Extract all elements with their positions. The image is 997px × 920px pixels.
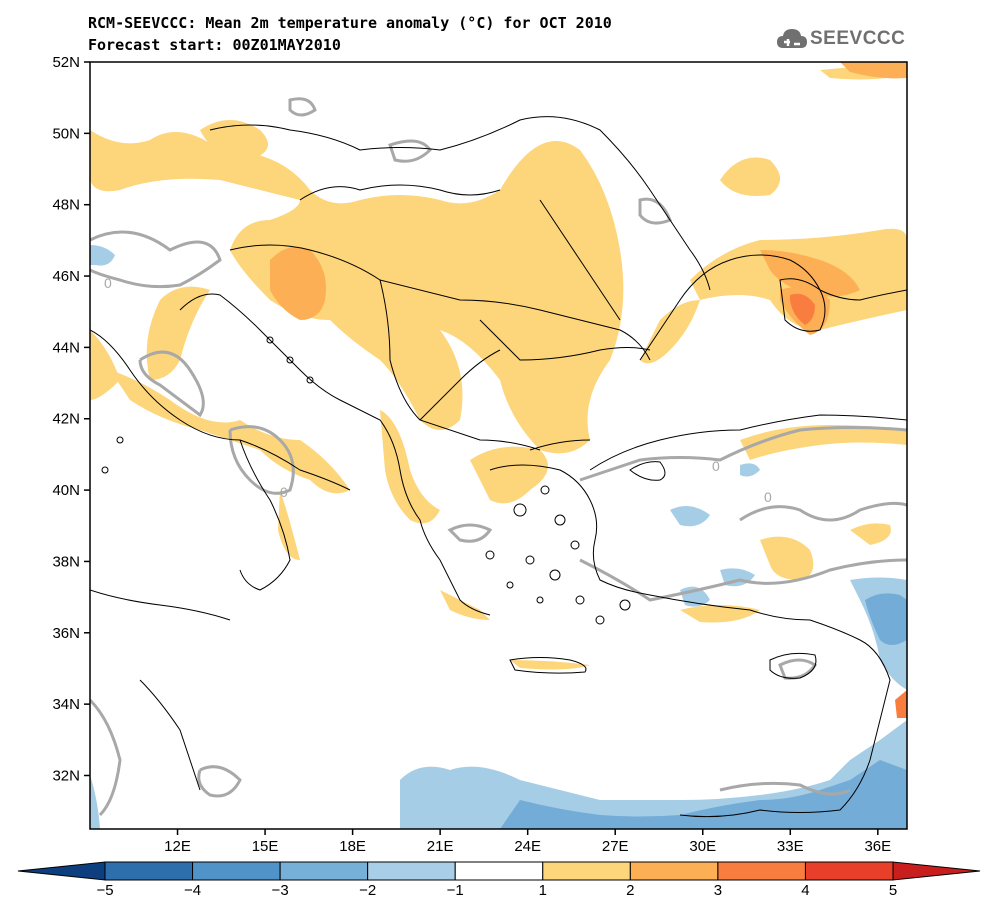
lat-tick-label: 36N: [52, 625, 80, 642]
contour-label: 0: [712, 458, 720, 474]
contour-label: 0: [280, 484, 288, 500]
cool-anomaly-fill-strong: [500, 593, 907, 829]
warm-anomaly-fill-strongest: [790, 293, 907, 718]
colorbar-label: −1: [446, 882, 464, 899]
lon-tick-label: 30E: [689, 838, 716, 855]
colorbar-arrow-high: [892, 861, 981, 881]
lat-tick-label: 32N: [52, 767, 80, 784]
coastlines-and-borders: [90, 116, 907, 818]
lat-tick-label: 38N: [52, 553, 80, 570]
cloud-icon: [777, 29, 807, 48]
lat-tick-label: 44N: [52, 339, 80, 356]
map-title: RCM-SEEVCCC: Mean 2m temperature anomaly…: [88, 14, 612, 32]
lat-tick-label: 48N: [52, 197, 80, 214]
lon-tick-label: 21E: [427, 838, 454, 855]
colorbar-label: −4: [183, 882, 202, 899]
lat-tick-label: 46N: [52, 268, 80, 285]
colorbar-segment: [367, 861, 456, 881]
lat-tick-label: 34N: [52, 696, 80, 713]
lat-tick-label: 50N: [52, 125, 80, 142]
colorbar-arrow-low: [17, 861, 106, 881]
contour-labels: 0 0 0 0: [104, 275, 772, 505]
colorbar-segment: [804, 861, 894, 881]
lon-tick-label: 27E: [602, 838, 629, 855]
logo-text: SEEVCCC: [810, 28, 906, 49]
colorbar-label: −5: [96, 882, 114, 899]
colorbar-label: 1: [538, 882, 547, 899]
colorbar-label: 4: [801, 882, 810, 899]
aegean-islands: [101, 336, 631, 625]
lat-tick-label: 42N: [52, 411, 80, 428]
colorbar-segment: [629, 861, 719, 881]
colorbar-label: −3: [271, 882, 289, 899]
colorbar-label: 2: [626, 882, 635, 899]
colorbar-segment: [104, 861, 194, 881]
colorbar-segment: [454, 861, 544, 881]
colorbar-segment: [192, 861, 281, 881]
lon-tick-label: 15E: [252, 838, 279, 855]
contour-label: 0: [104, 275, 112, 291]
zero-contour-lines: [90, 97, 907, 817]
latitude-axis: 52N 50N 48N 46N 44N 42N 40N 38N 36N 34N 32N: [52, 54, 90, 784]
lon-tick-label: 18E: [339, 838, 366, 855]
lat-tick-label: 40N: [52, 482, 80, 499]
colorbar-label: 5: [888, 882, 898, 899]
colorbar-segment: [717, 861, 806, 881]
contour-label: 0: [764, 489, 772, 505]
colorbar-segment: [542, 861, 631, 881]
map-plot-area: [90, 62, 907, 829]
colorbar-segment: [279, 861, 369, 881]
lon-tick-label: 24E: [514, 838, 541, 855]
forecast-start-subtitle: Forecast start: 00Z01MAY2010: [88, 36, 341, 54]
colorbar: [17, 861, 981, 881]
seevccc-logo: SEEVCCC: [776, 22, 916, 56]
lon-tick-label: 33E: [777, 838, 804, 855]
colorbar-label: −2: [359, 882, 377, 899]
warm-anomaly-fill: [90, 62, 907, 670]
lat-tick-label: 52N: [52, 54, 80, 71]
lon-tick-label: 36E: [864, 838, 891, 855]
longitude-axis: 12E 15E 18E 21E 24E 27E 30E 33E 36E: [164, 829, 891, 855]
lon-tick-label: 12E: [164, 838, 191, 855]
map-frame: [89, 61, 908, 830]
colorbar-label: 3: [713, 882, 723, 899]
